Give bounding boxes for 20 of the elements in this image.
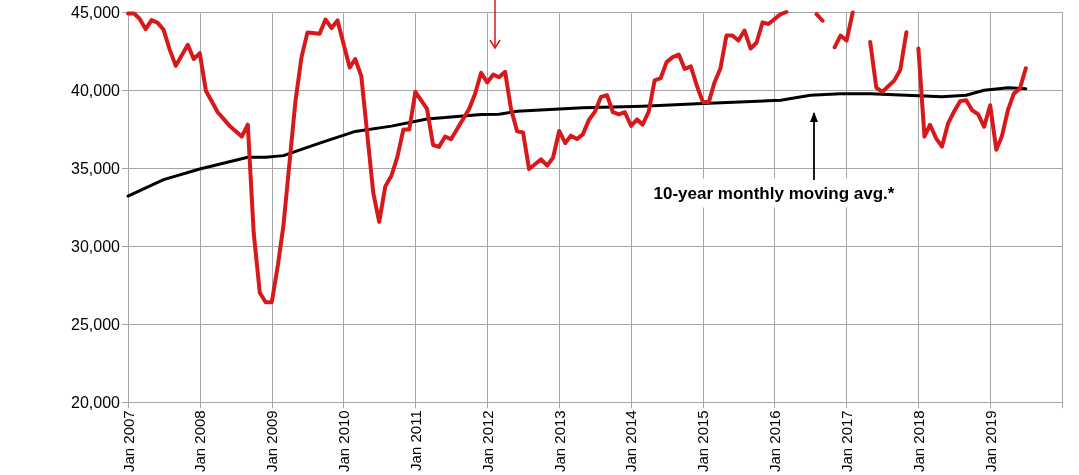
- y-tick-label: 25,000: [71, 315, 121, 333]
- x-tick-label: Jan 2017: [838, 410, 856, 473]
- y-tick-label: 40,000: [71, 81, 121, 99]
- y-tick-label: 30,000: [71, 237, 121, 255]
- x-tick-label: Jan 2019: [981, 410, 999, 473]
- annotation: 10-year monthly moving avg.*: [653, 183, 895, 203]
- y-tick-label: 35,000: [71, 159, 121, 177]
- x-tick-label: Jan 2015: [694, 410, 712, 473]
- x-tick-label: Jan 2016: [766, 410, 784, 473]
- x-tick-label: Jan 2009: [263, 410, 281, 473]
- x-tick-label: Jan 2008: [191, 410, 209, 473]
- x-tick-label: Jan 2007: [119, 410, 137, 473]
- x-tick-label: Jan 2014: [622, 410, 640, 473]
- x-tick-label: Jan 2012: [478, 410, 496, 473]
- x-tick-label: Jan 2010: [335, 410, 353, 473]
- x-tick-label: Jan 2018: [909, 410, 927, 473]
- x-tick-label: Jan 2013: [550, 410, 568, 473]
- y-tick-label: 20,000: [71, 393, 121, 411]
- x-tick-label: Jan 2011: [406, 410, 424, 471]
- y-tick-label: 45,000: [71, 3, 121, 21]
